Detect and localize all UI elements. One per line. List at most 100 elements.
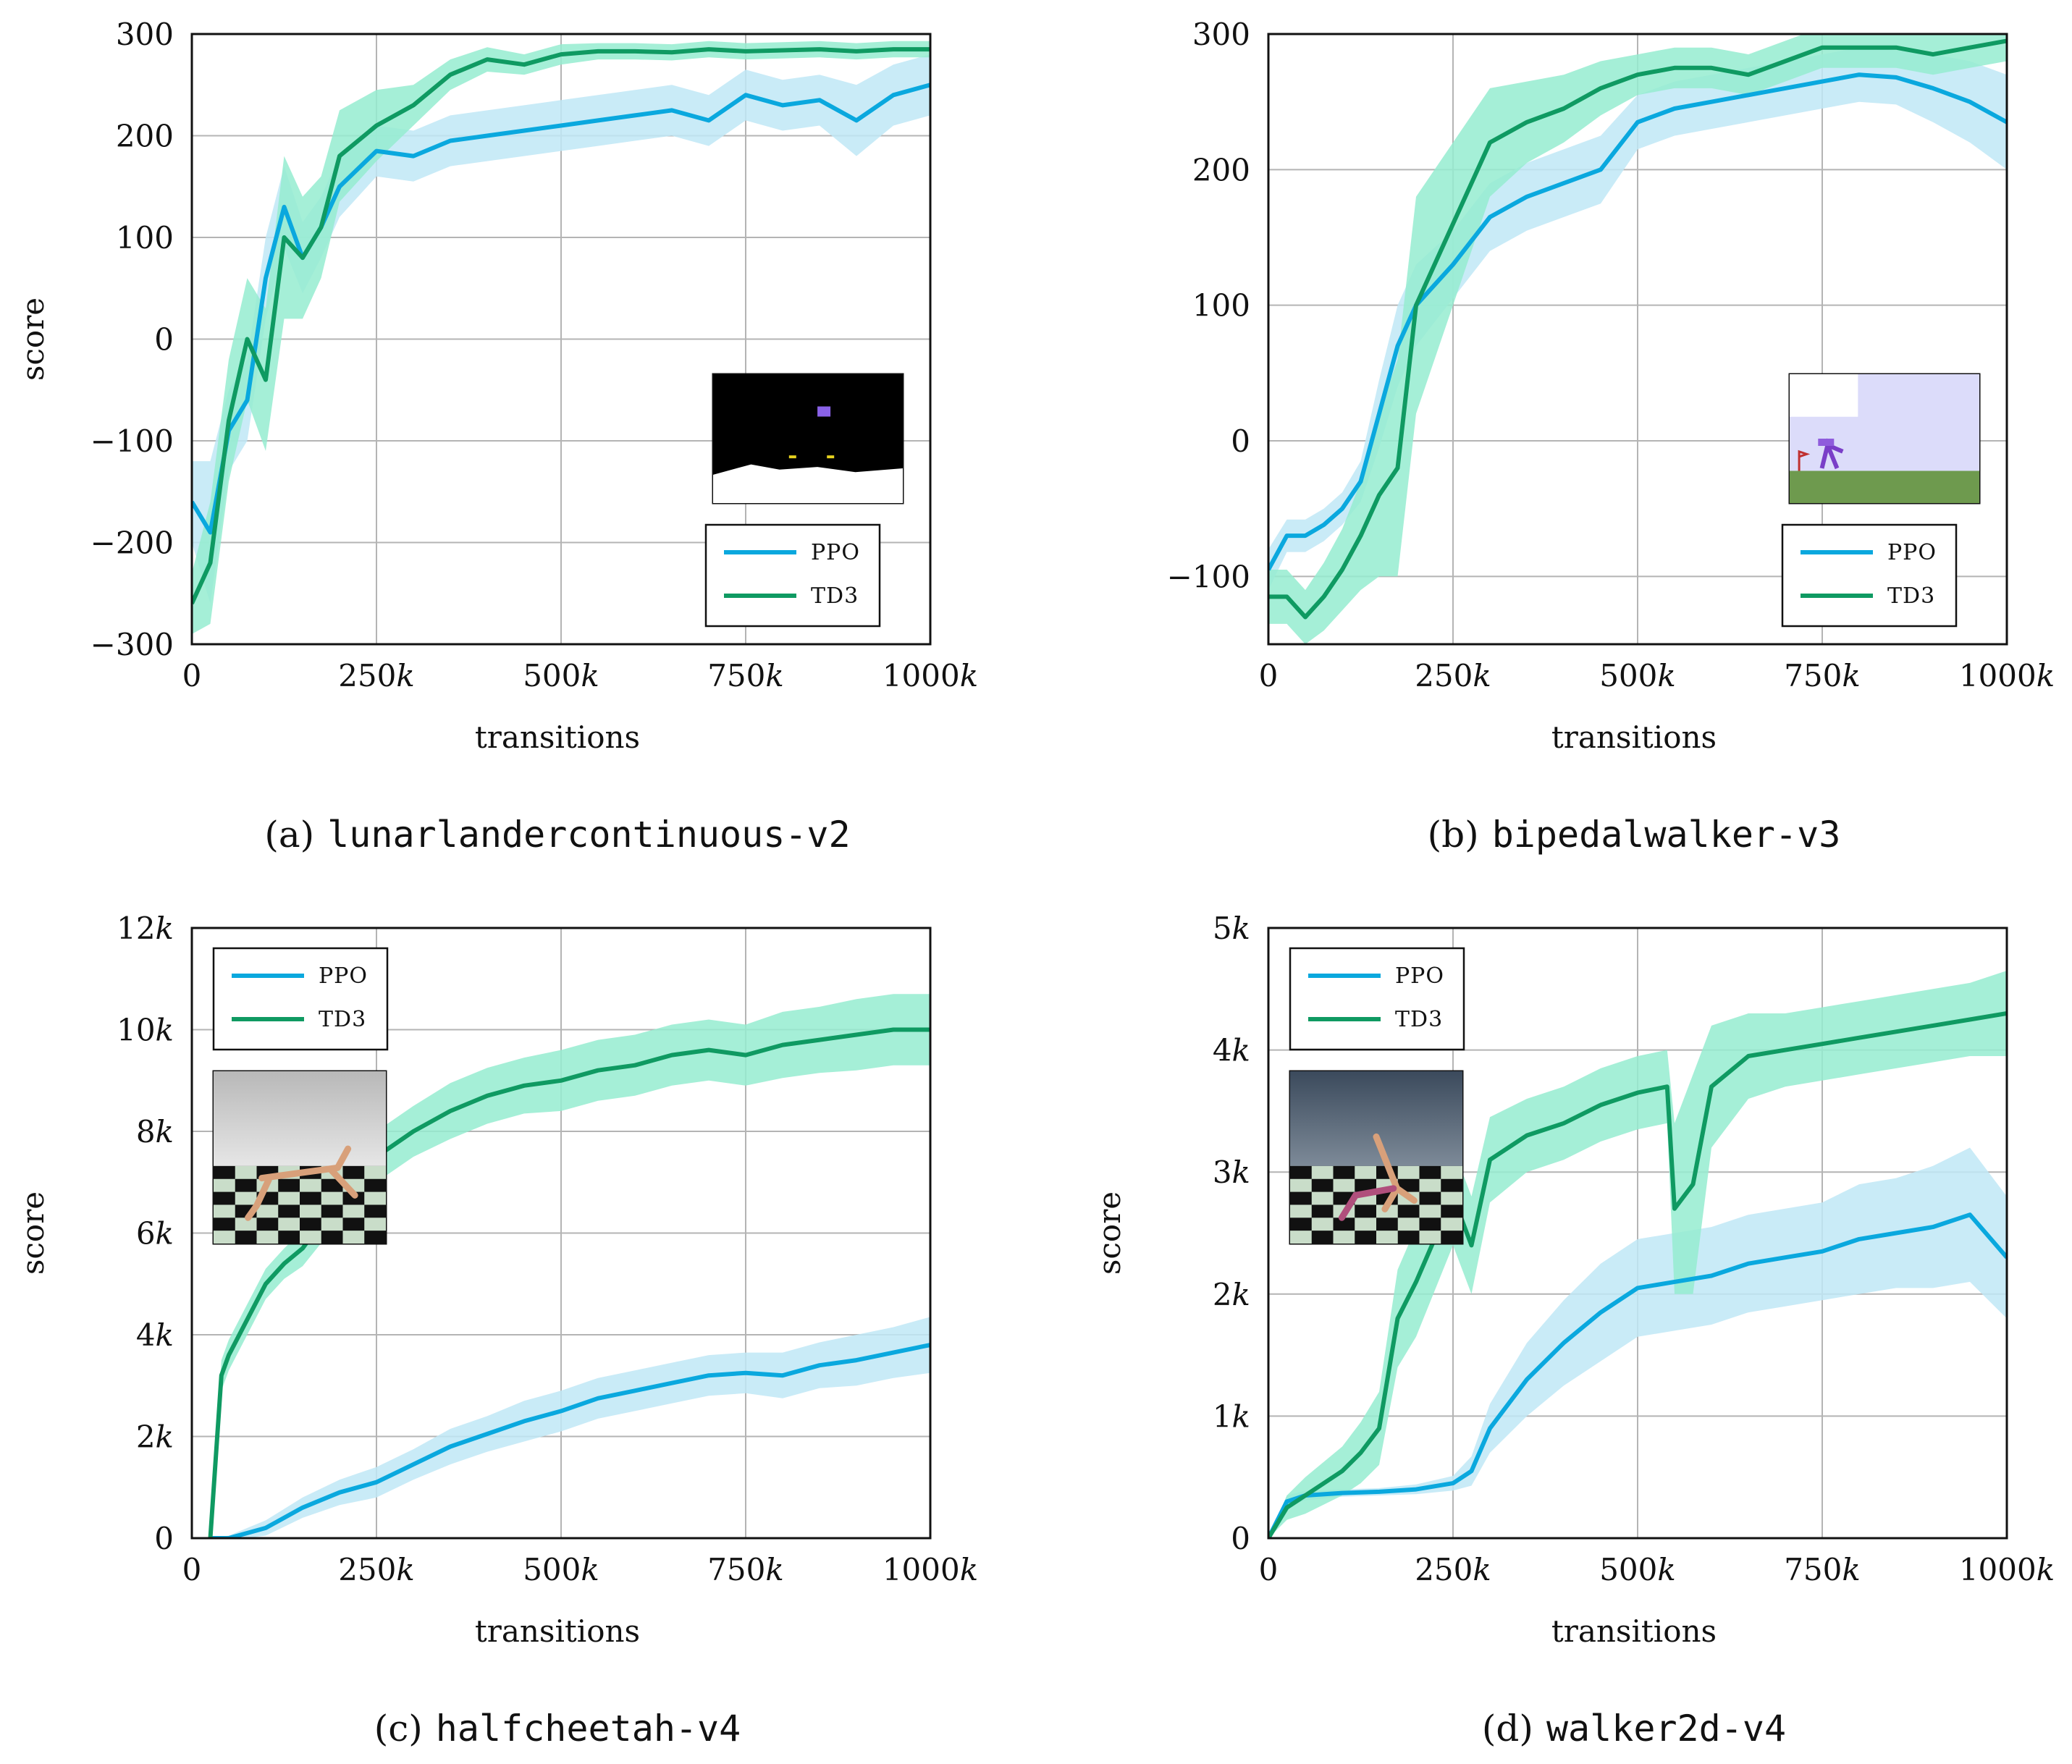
tick-label: 100 (116, 220, 174, 256)
tick-label: 250k (1415, 1552, 1491, 1587)
legend-label-td3: TD3 (1887, 583, 1935, 609)
plot-series-group (208, 994, 930, 1538)
inset-checker-tile (321, 1178, 343, 1192)
tick-label: 0 (182, 1552, 202, 1587)
inset-moon-surface (713, 464, 903, 503)
tick-label: 4k (136, 1317, 174, 1353)
chart-panel-d: 0 250k 500k 750k 1000k 0 1k 2k 3k 4k 5k transitions… (1092, 911, 2055, 1750)
caption-prefix: (b) (1428, 814, 1479, 856)
plot-series-group (1268, 971, 2007, 1538)
inset-checker-tile (1419, 1165, 1441, 1179)
inset-checker-tile (364, 1178, 386, 1192)
inset-checker-tile (364, 1231, 386, 1244)
inset-checker-tile (1333, 1165, 1355, 1179)
inset-checker-tile (1311, 1204, 1334, 1218)
legend: PPO TD3 (1289, 947, 1465, 1051)
plot-frame (1267, 927, 2008, 1540)
tick-label: 1000k (1959, 658, 2055, 693)
tick-label: 200 (1192, 152, 1250, 187)
tick-label: 10k (117, 1013, 174, 1048)
x-axis-label: transitions (475, 1613, 640, 1649)
inset-lander (817, 406, 831, 417)
tick-label: 750k (1784, 1552, 1861, 1587)
tick-label: 500k (1599, 658, 1676, 693)
tick-label: 0 (1231, 423, 1250, 459)
legend-label-ppo: PPO (1887, 540, 1937, 565)
tick-label: 12k (117, 911, 174, 946)
inset-image (712, 373, 904, 505)
inset-checker-tile (1397, 1204, 1420, 1218)
caption-env-name: bipedalwalker-v3 (1492, 814, 1841, 856)
inset-sky (1290, 1071, 1462, 1166)
plot-series-group (192, 41, 930, 635)
tick-label: 2k (1213, 1277, 1250, 1312)
tick-label: 100 (1192, 288, 1250, 324)
legend-box (1781, 523, 1958, 628)
inset-checker-tile (1311, 1178, 1334, 1192)
legend-box (212, 947, 389, 1051)
tick-label: 0 (1231, 1521, 1250, 1556)
inset-checker-tile (214, 1165, 235, 1179)
inset-flag (1798, 450, 1811, 471)
inset-checker-tile (1441, 1204, 1462, 1218)
tick-label: 2k (136, 1419, 174, 1455)
inset-checker-tile (1333, 1218, 1355, 1231)
inset-checker-tile (1290, 1165, 1312, 1179)
tick-label: −100 (90, 423, 174, 459)
tick-label: 6k (136, 1216, 174, 1252)
inset-image (1289, 1070, 1464, 1245)
caption-prefix: (c) (374, 1708, 423, 1750)
inset-checker-tile (1355, 1204, 1376, 1218)
tick-label: −300 (90, 627, 174, 662)
tick-label: 1000k (1959, 1552, 2055, 1587)
inset-checker-tile (364, 1204, 386, 1218)
inset-image (212, 1070, 387, 1245)
inset-image (1788, 373, 1981, 505)
subfigure-caption: (c) halfcheetah-v4 (374, 1708, 741, 1750)
inset-checker-tile (1376, 1218, 1398, 1231)
inset-checker-tile (1441, 1178, 1462, 1192)
plot-series-group (1268, 34, 2007, 644)
legend-label-td3: TD3 (1395, 1007, 1443, 1032)
legend: PPO TD3 (212, 947, 389, 1051)
tick-label: 0 (1259, 1552, 1279, 1587)
tick-label: 300 (1192, 17, 1250, 52)
legend-box (1289, 947, 1465, 1051)
tick-label: 750k (1784, 658, 1861, 693)
confidence-band-ppo (1268, 1147, 2007, 1538)
x-axis-label: transitions (1551, 1613, 1717, 1649)
tick-label: −200 (90, 526, 174, 561)
caption-env-name: lunarlandercontinuous-v2 (327, 814, 850, 856)
tick-label: 500k (523, 1552, 599, 1587)
tick-label: 500k (1599, 1552, 1676, 1587)
caption-env-name: halfcheetah-v4 (436, 1708, 741, 1750)
inset-checker-tile (1311, 1231, 1334, 1244)
x-axis-label: transitions (475, 719, 640, 755)
tick-label: 500k (523, 658, 599, 693)
plot-frame (190, 33, 932, 646)
chart-panel-a: 0 250k 500k 750k 1000k −300 −200 −100 0 100 200 300… (15, 17, 978, 856)
inset-ground (1790, 470, 1979, 503)
legend-box (704, 523, 881, 628)
legend: PPO TD3 (704, 523, 881, 628)
inset-checker-tile (300, 1191, 321, 1205)
tick-label: 0 (154, 322, 174, 358)
inset-checker-tile (342, 1165, 365, 1179)
tick-label: 5k (1213, 911, 1250, 946)
tick-label: 1k (1213, 1398, 1250, 1434)
inset-checker-tile (1290, 1218, 1312, 1231)
tick-label: 3k (1213, 1155, 1250, 1190)
legend: PPO TD3 (1781, 523, 1958, 628)
inset-checker-tile (321, 1204, 343, 1218)
inset-checker-tile (342, 1191, 365, 1205)
inset-sky (214, 1071, 386, 1166)
inset-checker-tile (1419, 1218, 1441, 1231)
legend-label-ppo: PPO (319, 963, 368, 989)
tick-label: 8k (136, 1114, 174, 1149)
inset-cheetah (245, 1145, 358, 1221)
inset-flag (788, 455, 796, 459)
tick-label: 200 (116, 119, 174, 154)
caption-env-name: walker2d-v4 (1546, 1708, 1786, 1750)
y-axis-label: score (15, 1191, 51, 1275)
inset-checker-tile (1419, 1191, 1441, 1205)
